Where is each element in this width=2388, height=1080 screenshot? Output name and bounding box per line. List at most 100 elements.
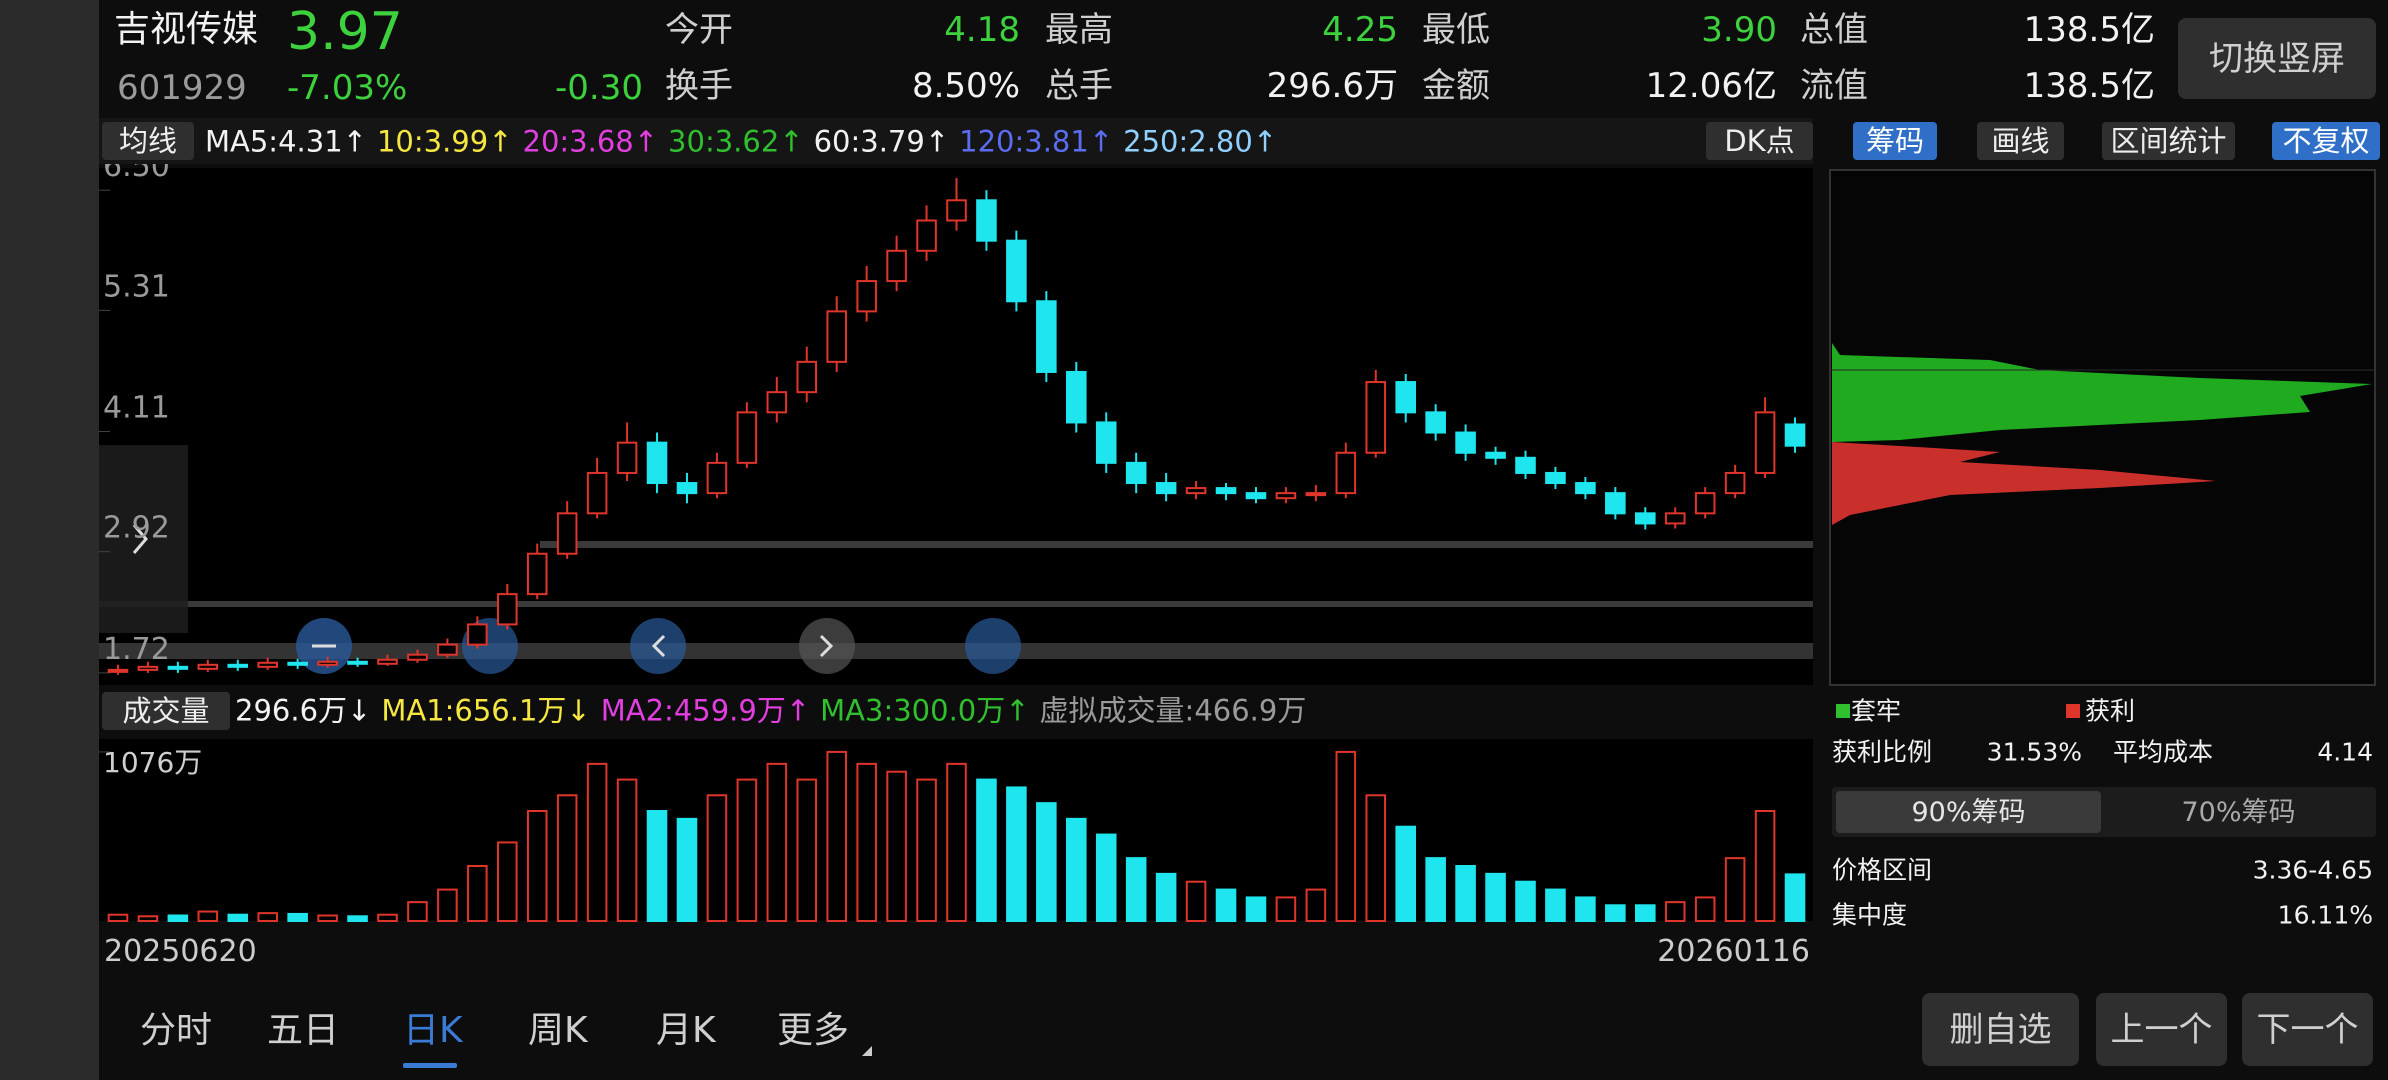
volume-bar	[526, 810, 548, 922]
toolbar-button[interactable]: 区间统计	[2102, 122, 2235, 160]
concentration-label: 集中度	[1832, 900, 1908, 930]
candle-body	[1724, 471, 1746, 495]
volume-bar	[1215, 888, 1237, 922]
ma-legend: MA5:4.31↑ 10:3.99↑ 20:3.68↑ 30:3.62↑ 60:3.79…	[205, 124, 1278, 159]
volume-bar	[766, 762, 788, 922]
stock-name: 吉视传媒	[114, 9, 259, 50]
prev-button[interactable]	[630, 618, 686, 674]
candle-body	[1125, 461, 1147, 485]
period-tab[interactable]: 分时	[140, 1010, 213, 1051]
icon	[819, 634, 834, 658]
volume-legend: 296.6万↓ MA1:656.1万↓ MA2:459.9万↑ MA3:300.0万↑…	[235, 693, 1307, 728]
volume-bar	[1036, 802, 1057, 923]
candle-body	[1245, 492, 1267, 500]
volume-bar	[916, 778, 937, 922]
volume-bar	[736, 778, 758, 922]
period-tab[interactable]: 更多	[777, 1010, 850, 1051]
start-date: 20250620	[104, 934, 257, 969]
expand-panel[interactable]	[99, 445, 188, 633]
rotate-button[interactable]: 切换竖屏	[2178, 18, 2376, 99]
volume-bar	[287, 912, 308, 923]
volume-item: MA1:656.1万↓	[381, 693, 591, 728]
candle-body	[1305, 492, 1327, 497]
volume-item: 虚拟成交量:466.9万	[1039, 693, 1307, 728]
volume-bar	[1515, 880, 1536, 923]
volume-bar	[107, 913, 129, 923]
volume-bar	[1784, 873, 1806, 922]
candle-body	[1515, 456, 1536, 474]
volume-bar	[497, 841, 518, 923]
change: -0.30	[555, 68, 643, 108]
volume-bar	[946, 762, 967, 922]
stat-label: 今开	[665, 10, 733, 50]
volume-bar	[407, 901, 428, 923]
volume-bar	[1664, 901, 1686, 923]
period-tab[interactable]: 月K	[656, 1010, 716, 1051]
candle-body	[1006, 239, 1027, 303]
bottom-button[interactable]: 删自选	[1922, 993, 2079, 1066]
bottom-button[interactable]: 下一个	[2242, 993, 2373, 1066]
toggle-90[interactable]: 90%筹码	[1836, 791, 2101, 833]
ma-item: 120:3.81↑	[959, 124, 1114, 159]
tab-underline	[403, 1063, 457, 1068]
candle-body	[826, 310, 847, 363]
toolbar-button[interactable]: 筹码	[1853, 122, 1937, 160]
volume-bar	[856, 762, 877, 922]
volume-bar	[706, 794, 728, 922]
dk-button[interactable]: DK点	[1706, 122, 1813, 160]
candle-body	[586, 471, 608, 515]
volume-bar	[1724, 857, 1746, 923]
volume-item: 296.6万↓	[235, 693, 372, 728]
candle-body	[227, 663, 249, 668]
toggle-70[interactable]: 70%筹码	[2181, 796, 2296, 828]
chip-trapped	[1832, 343, 2372, 442]
candle-body	[1155, 482, 1177, 495]
volume-bar	[347, 915, 368, 922]
stat-label: 流值	[1800, 66, 1868, 106]
volume-bar	[1275, 896, 1297, 923]
candle-body	[137, 665, 159, 671]
stat-label: 换手	[665, 66, 733, 106]
period-tab[interactable]: 五日	[267, 1010, 340, 1051]
ma-selector[interactable]: 均线	[102, 122, 194, 160]
support-line	[99, 601, 1813, 607]
candle-body	[197, 663, 219, 670]
toolbar-button[interactable]: 画线	[1977, 122, 2064, 160]
y-tick-label: 5.31	[103, 269, 170, 304]
volume-item: MA3:300.0万↑	[820, 693, 1030, 728]
support-line	[540, 541, 1813, 548]
candle-body	[916, 219, 937, 252]
volume-bar	[1335, 750, 1357, 923]
volume-selector[interactable]: 成交量	[102, 692, 230, 730]
candle-body	[1425, 411, 1446, 434]
support-line	[99, 643, 1813, 659]
toolbar-button[interactable]: 不复权	[2272, 122, 2380, 160]
volume-bar	[227, 913, 249, 923]
ma-item: 60:3.79↑	[813, 124, 950, 159]
volume-bar	[1455, 865, 1476, 922]
candle-body	[736, 411, 758, 464]
candle-body	[257, 661, 278, 668]
next-button[interactable]	[799, 618, 855, 674]
candle-body	[1365, 381, 1387, 454]
candle-body	[616, 441, 638, 474]
period-tab[interactable]: 日K	[403, 1010, 463, 1051]
volume-bar	[1635, 904, 1656, 922]
volume-bar	[467, 865, 488, 922]
bottom-button[interactable]: 上一个	[2096, 993, 2227, 1066]
change-pct: -7.03%	[287, 68, 408, 108]
candle-body	[766, 391, 788, 414]
volume-bar	[317, 914, 338, 922]
volume-bar	[1125, 857, 1147, 923]
nav-overlay	[99, 445, 1021, 674]
fit-button[interactable]	[965, 618, 1021, 674]
period-tab[interactable]: 周K	[528, 1010, 588, 1051]
volume-bar	[1185, 880, 1207, 923]
volume-item: MA2:459.9万↑	[600, 693, 811, 728]
candle-body	[976, 199, 997, 242]
ma-item: 250:2.80↑	[1123, 124, 1278, 159]
volume-bar	[616, 778, 638, 922]
stock-code: 601929	[117, 68, 247, 108]
